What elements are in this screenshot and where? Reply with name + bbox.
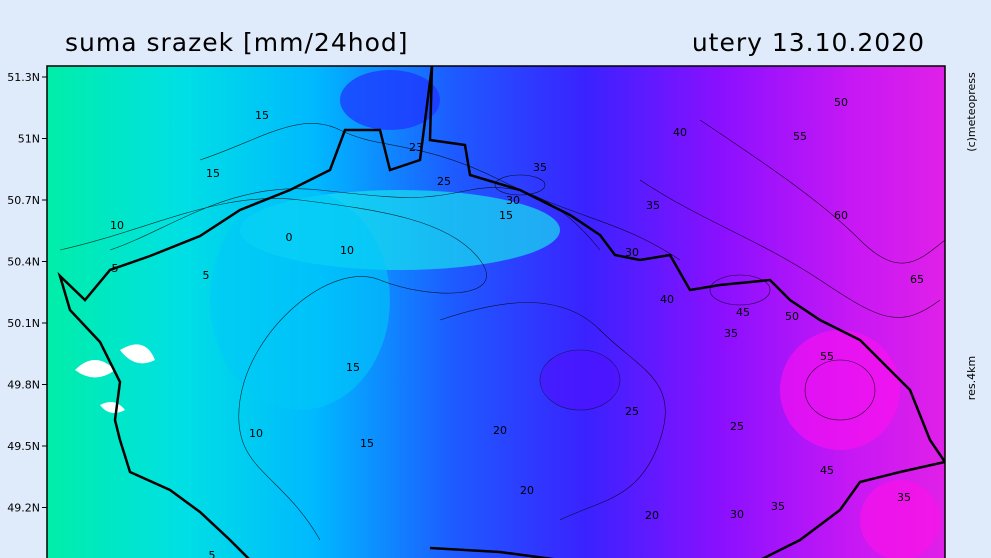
lat-label: 49.2N — [7, 502, 40, 515]
contour-label: 10 — [249, 427, 263, 440]
contour-label: 35 — [897, 491, 911, 504]
lat-label: 50.4N — [7, 256, 40, 269]
contour-label: 15 — [360, 437, 374, 450]
lat-label: 51.3N — [7, 71, 40, 84]
resolution: res.4km — [965, 356, 978, 400]
lat-label: 51N — [18, 133, 40, 146]
area — [210, 190, 390, 410]
border — [429, 546, 555, 558]
contour-label: 15 — [499, 209, 513, 222]
contour-label: 10 — [340, 244, 354, 257]
lat-label: 50.1N — [7, 317, 40, 330]
area — [860, 480, 940, 558]
contour-label: 40 — [660, 293, 674, 306]
contour-label: 30 — [730, 508, 744, 521]
contour-label: 45 — [736, 306, 750, 319]
contour-label: 15 — [255, 109, 269, 122]
contour-label: 25 — [437, 175, 451, 188]
contour-label: 45 — [820, 464, 834, 477]
contour-label: 50 — [834, 96, 848, 109]
contour-label: 60 — [834, 209, 848, 222]
area — [780, 330, 900, 450]
contour-label: 50 — [785, 310, 799, 323]
copyright: (c)meteopress — [965, 72, 978, 152]
no-data — [75, 344, 155, 414]
map-frame — [46, 65, 946, 558]
lat-label: 49.5N — [7, 440, 40, 453]
contour-label: 30 — [506, 194, 520, 207]
title: suma srazek [mm/24hod] — [65, 28, 409, 57]
contour-label: 5 — [203, 269, 210, 282]
contour-label: 35 — [646, 199, 660, 212]
contours — [59, 119, 945, 541]
contour-label: 23 — [409, 141, 423, 154]
date: utery 13.10.2020 — [692, 28, 925, 57]
lat-label: 49.8N — [7, 379, 40, 392]
contour-label: 30 — [625, 246, 639, 259]
contour-label: 25 — [625, 405, 639, 418]
contour-label: 35 — [724, 327, 738, 340]
contour-label: 40 — [673, 126, 687, 139]
area — [340, 70, 440, 130]
contour-label: 10 — [110, 219, 124, 232]
lat-label: 50.7N — [7, 194, 40, 207]
lat-axis: 51.3N 51N 50.7N 50.4N 50.1N 49.8N 49.5N 49.2N — [7, 71, 47, 515]
contour-label: 5 — [112, 262, 119, 275]
area — [539, 349, 621, 411]
contour-label: 20 — [645, 509, 659, 522]
contour-label: 20 — [493, 424, 507, 437]
contour-label: 25 — [730, 420, 744, 433]
contour-label: 35 — [771, 500, 785, 513]
border — [57, 66, 945, 558]
contour-label: 15 — [346, 361, 360, 374]
contour-label: 0 — [286, 231, 293, 244]
precip-field — [47, 66, 945, 558]
map-area — [47, 66, 945, 558]
contour-label: 20 — [520, 484, 534, 497]
contour-label: 15 — [206, 167, 220, 180]
contour-label: 55 — [820, 350, 834, 363]
contour-label: 5 — [209, 549, 216, 558]
contour-label: 35 — [533, 161, 547, 174]
contour-label: 55 — [793, 130, 807, 143]
contour-label: 65 — [910, 273, 924, 286]
